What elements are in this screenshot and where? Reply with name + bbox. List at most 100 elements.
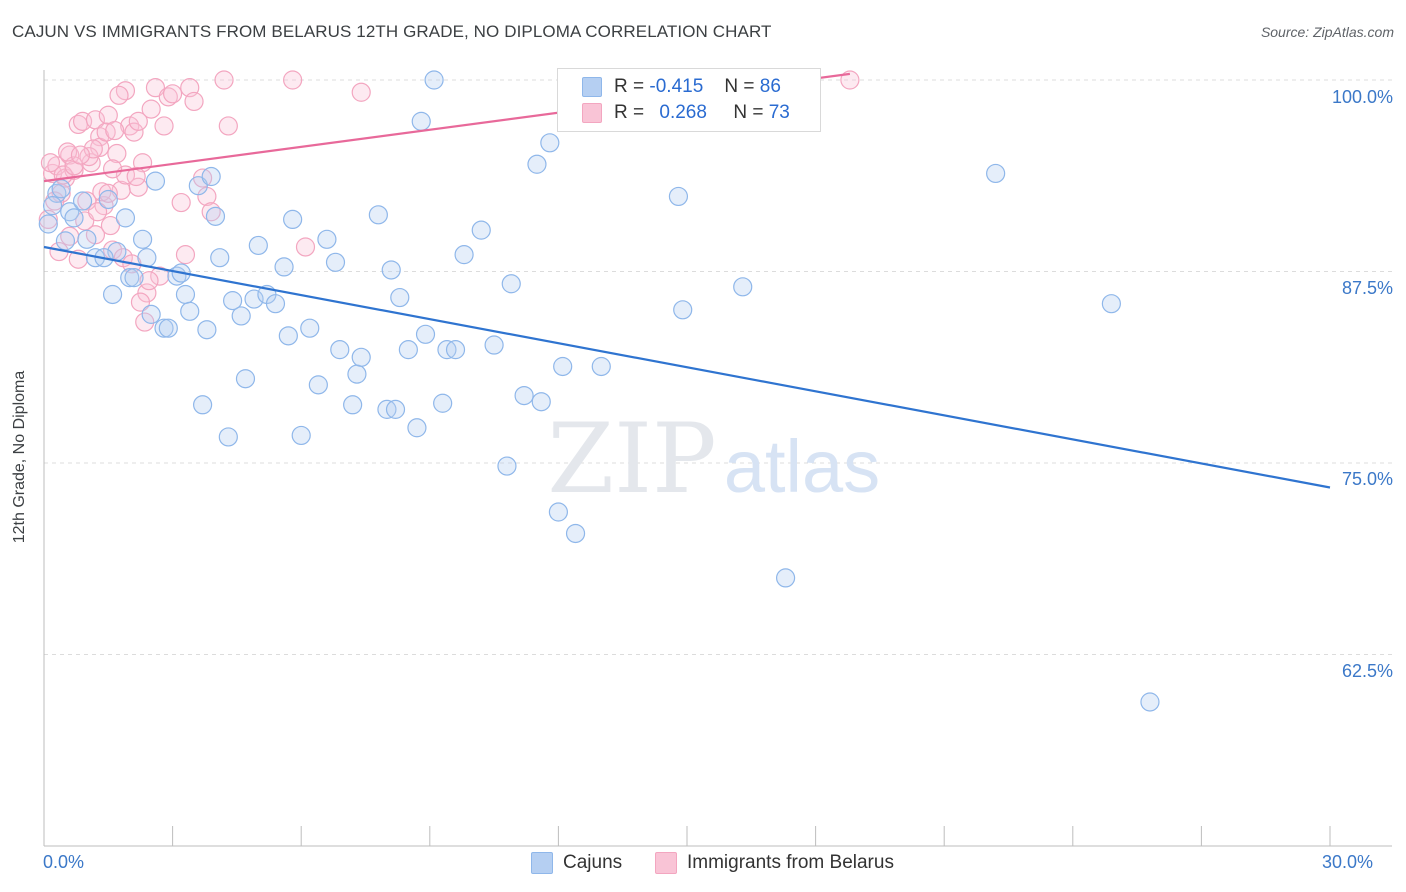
- cajun-point: [347, 364, 367, 384]
- cajun-point: [201, 166, 221, 187]
- belarus-point: [171, 192, 191, 213]
- legend-label-cajuns: Cajuns: [563, 852, 623, 873]
- r-value: 0.268: [659, 102, 707, 123]
- legend-item-belarus[interactable]: Immigrants from Belarus: [655, 852, 894, 874]
- cajun-point: [175, 284, 196, 305]
- correlation-stats-box: R = -0.415 N = 86 R = 0.268 N = 73: [557, 68, 821, 132]
- cajun-swatch: [582, 77, 602, 97]
- cajun-point: [433, 393, 453, 413]
- cajun-point: [398, 340, 418, 360]
- cajun-point: [407, 418, 427, 438]
- cajun-point: [424, 70, 444, 90]
- belarus-point: [283, 70, 303, 90]
- source-label: Source: ZipAtlas.com: [1260, 24, 1394, 40]
- belarus-point: [87, 202, 108, 222]
- belarus-point: [135, 312, 155, 332]
- cajun-point: [102, 284, 123, 305]
- cajun-point: [527, 154, 547, 174]
- cajun-points: [38, 70, 1160, 712]
- cajun-point: [986, 163, 1006, 184]
- belarus-point: [60, 145, 80, 165]
- belarus-point: [70, 145, 91, 165]
- cajun-point: [300, 318, 320, 338]
- stats-belarus-text: R = 0.268 N = 73: [614, 102, 790, 124]
- cajun-point: [38, 214, 58, 234]
- belarus-point: [102, 159, 123, 179]
- n-label: N =: [724, 76, 755, 97]
- cajun-point: [553, 356, 573, 377]
- cajun-point: [180, 301, 200, 321]
- cajun-point: [368, 205, 388, 225]
- cajun-point: [244, 289, 264, 309]
- cajun-point: [98, 189, 118, 210]
- cajun-point: [283, 209, 303, 230]
- cajun-point: [501, 274, 521, 294]
- legend-item-cajuns[interactable]: Cajuns: [531, 852, 622, 874]
- cajun-point: [193, 395, 213, 415]
- cajun-point: [205, 206, 226, 226]
- n-value: 73: [768, 102, 790, 123]
- belarus-point: [139, 271, 159, 291]
- cajun-point: [158, 318, 178, 338]
- r-value: -0.415: [649, 76, 704, 97]
- cajun-point: [55, 231, 76, 251]
- belarus-point: [98, 183, 118, 203]
- cajun-point: [325, 252, 346, 272]
- cajun-point: [471, 220, 491, 240]
- cajun-point: [72, 191, 93, 211]
- y-tick-label-87-5: 87.5%: [1341, 278, 1393, 298]
- cajun-point: [308, 375, 328, 395]
- cajun-point: [218, 427, 238, 447]
- stats-cajun-text: R = -0.415 N = 86: [614, 76, 781, 98]
- cajun-point: [775, 568, 796, 588]
- cajun-point: [51, 179, 71, 199]
- x-tick-label-max: 30.0%: [1322, 852, 1374, 872]
- belarus-point: [351, 82, 371, 102]
- belarus-point: [150, 266, 170, 286]
- belarus-point: [109, 85, 129, 105]
- cajun-point: [231, 306, 251, 326]
- belarus-legend-swatch: [655, 852, 677, 874]
- y-tick-label-100: 100.0%: [1331, 87, 1393, 107]
- cajun-point: [514, 385, 534, 406]
- belarus-point: [175, 245, 196, 265]
- belarus-points: [38, 70, 860, 332]
- cajun-point: [343, 395, 363, 415]
- cajun-point: [531, 392, 551, 412]
- chart-title: CAJUN VS IMMIGRANTS FROM BELARUS 12TH GR…: [12, 22, 772, 41]
- cajun-point: [235, 369, 256, 389]
- cajun-point: [733, 277, 753, 297]
- cajun-point: [141, 304, 161, 324]
- belarus-point: [295, 237, 316, 257]
- cajun-point: [77, 229, 97, 249]
- belarus-point: [126, 166, 146, 187]
- cajun-point: [248, 235, 268, 256]
- legend-label-belarus: Immigrants from Belarus: [687, 852, 894, 873]
- cajun-point: [390, 287, 410, 308]
- x-tick-label-min: 0.0%: [43, 852, 85, 872]
- cajun-point: [274, 257, 294, 277]
- belarus-point: [154, 116, 174, 136]
- cajun-point: [132, 229, 153, 249]
- cajun-point: [565, 523, 586, 544]
- belarus-point: [92, 182, 112, 202]
- cajun-point: [1140, 692, 1160, 712]
- cajun-point: [115, 208, 136, 228]
- n-label: N =: [733, 102, 764, 123]
- cajun-point: [548, 502, 569, 522]
- cajun-point: [223, 291, 243, 311]
- cajun-point: [145, 171, 166, 191]
- cajun-point: [445, 340, 466, 360]
- cajun-point: [415, 324, 436, 344]
- n-value: 86: [759, 76, 781, 97]
- belarus-point: [163, 84, 183, 104]
- cajun-point: [291, 425, 311, 446]
- cajun-point: [540, 133, 560, 153]
- cajun-point: [385, 399, 406, 419]
- cajun-point: [124, 268, 144, 288]
- belarus-point: [105, 120, 125, 141]
- cajun-trend-line: [43, 245, 1331, 489]
- watermark: ZIP atlas: [547, 403, 880, 515]
- cajun-point: [668, 186, 689, 207]
